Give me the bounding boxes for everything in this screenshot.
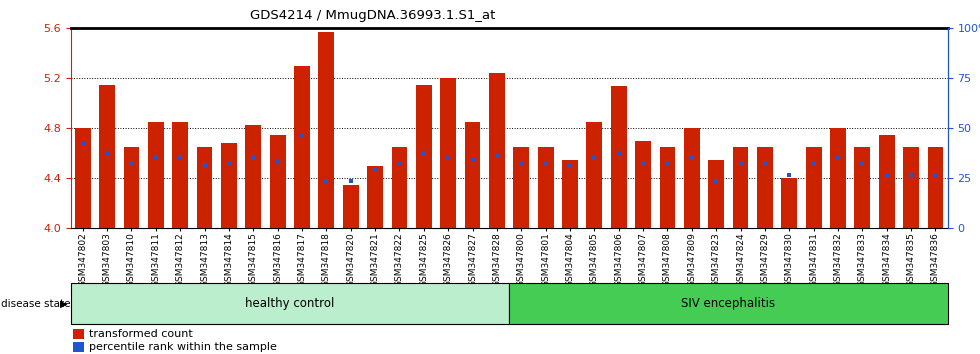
Bar	[318, 32, 334, 228]
Bar	[586, 122, 603, 228]
Text: healthy control: healthy control	[245, 297, 334, 310]
Bar	[123, 147, 139, 228]
Bar	[368, 166, 383, 228]
Bar	[416, 85, 432, 228]
Bar	[392, 147, 408, 228]
Bar	[465, 122, 480, 228]
Bar	[684, 129, 700, 228]
Bar	[904, 147, 919, 228]
Bar	[660, 147, 675, 228]
Bar	[510, 283, 948, 324]
Bar	[514, 147, 529, 228]
Text: disease state: disease state	[1, 298, 71, 309]
Bar	[855, 147, 870, 228]
Bar	[73, 329, 83, 339]
Bar	[245, 125, 262, 228]
Bar	[806, 147, 821, 228]
Bar	[709, 160, 724, 228]
Bar	[74, 129, 91, 228]
Text: SIV encephalitis: SIV encephalitis	[681, 297, 775, 310]
Bar	[99, 85, 115, 228]
Bar	[440, 78, 456, 228]
Text: percentile rank within the sample: percentile rank within the sample	[89, 342, 277, 352]
Bar	[927, 147, 944, 228]
Text: GDS4214 / MmugDNA.36993.1.S1_at: GDS4214 / MmugDNA.36993.1.S1_at	[250, 9, 495, 22]
Text: transformed count: transformed count	[89, 329, 193, 339]
Bar	[781, 178, 797, 228]
Bar	[270, 135, 285, 228]
Text: ▶: ▶	[60, 298, 68, 309]
Bar	[733, 147, 749, 228]
Bar	[221, 143, 237, 228]
Bar	[489, 73, 505, 228]
Bar	[830, 129, 846, 228]
Bar	[172, 122, 188, 228]
Bar	[538, 147, 554, 228]
Bar	[148, 122, 164, 228]
Bar	[294, 66, 310, 228]
Bar	[73, 342, 83, 352]
Bar	[563, 160, 578, 228]
Bar	[611, 86, 626, 228]
Bar	[197, 147, 213, 228]
Bar	[635, 141, 651, 228]
Bar	[71, 283, 510, 324]
Bar	[879, 135, 895, 228]
Bar	[757, 147, 773, 228]
Bar	[343, 184, 359, 228]
